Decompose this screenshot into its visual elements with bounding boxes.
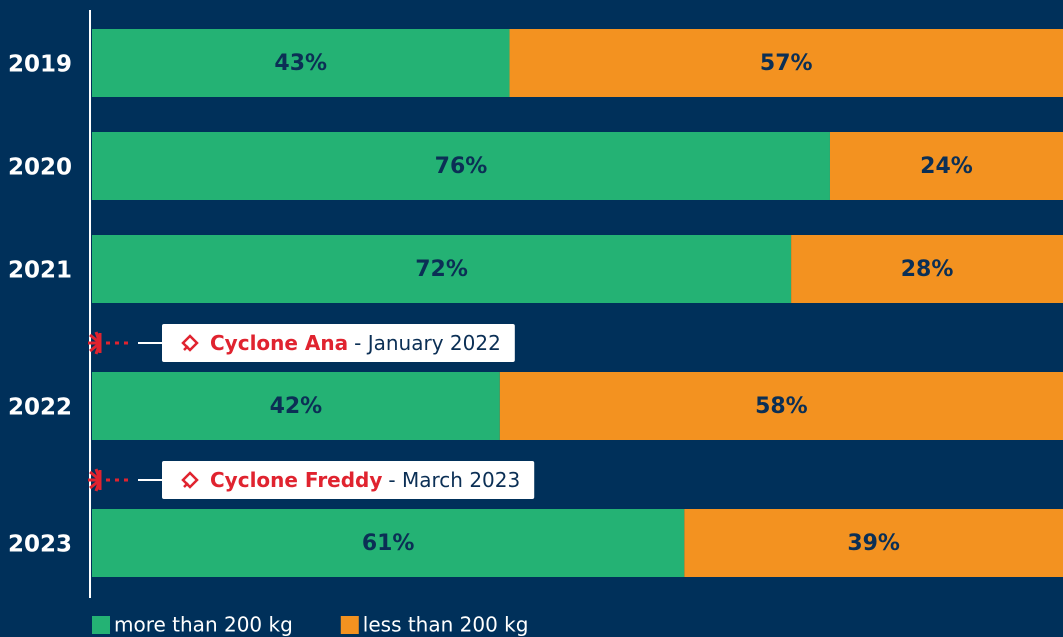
y-tick-label: 2023 [8, 532, 72, 558]
value-label: 39% [847, 531, 900, 556]
bar-segment [499, 372, 1063, 440]
annotation-text: Cyclone Freddy - March 2023 [210, 468, 520, 492]
value-label: 42% [270, 394, 323, 419]
annotation-marker [181, 471, 199, 489]
bar-segment [829, 132, 1063, 200]
annotation-detail: - January 2022 [354, 331, 501, 355]
value-label: 76% [435, 154, 488, 179]
y-tick-label: 2022 [8, 395, 72, 421]
annotation: Cyclone Ana - January 2022 [88, 324, 515, 362]
value-label: 72% [415, 257, 468, 282]
annotation-box [162, 324, 515, 362]
value-label: 43% [274, 51, 327, 76]
value-label: 61% [362, 531, 415, 556]
legend-swatch [340, 616, 359, 634]
value-label: 58% [755, 394, 808, 419]
bar-segment [92, 372, 500, 440]
bar-segment [509, 29, 1063, 97]
bar-segment [92, 29, 510, 97]
legend-label: less than 200 kg [363, 613, 529, 637]
bar-segment [684, 509, 1063, 577]
bar-segment [791, 235, 1063, 303]
value-label: 24% [920, 154, 973, 179]
annotation-box [162, 461, 535, 499]
annotation: Cyclone Freddy - March 2023 [88, 461, 535, 499]
y-tick-label: 2021 [8, 258, 72, 284]
annotation-marker [181, 334, 199, 352]
value-label: 57% [760, 51, 813, 76]
bar-segment [92, 235, 792, 303]
annotation-label: Cyclone Freddy [210, 468, 382, 492]
legend-swatch [92, 616, 110, 634]
y-tick-label: 2019 [8, 52, 72, 78]
y-tick-label: 2020 [8, 155, 72, 181]
annotation-detail: - March 2023 [388, 468, 520, 492]
value-label: 28% [901, 257, 954, 282]
annotation-text: Cyclone Ana - January 2022 [210, 331, 501, 355]
bar-segment [92, 509, 685, 577]
legend-label: more than 200 kg [114, 613, 293, 637]
annotation-label: Cyclone Ana [210, 331, 348, 355]
bar-segment [92, 132, 830, 200]
